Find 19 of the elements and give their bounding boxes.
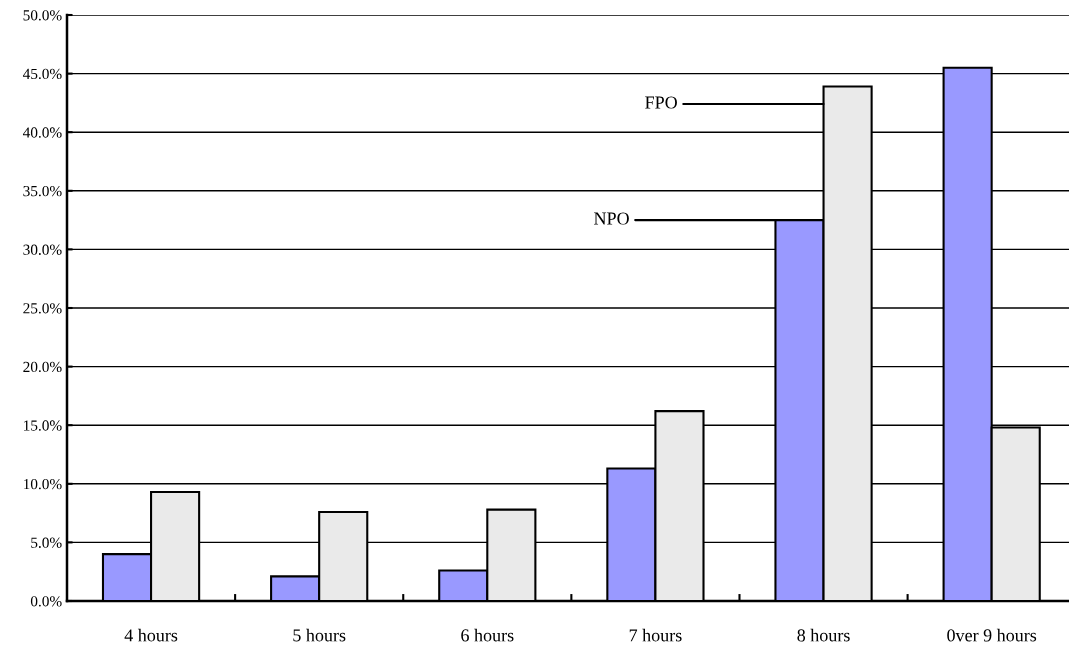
x-tick-label: 8 hours	[797, 628, 850, 642]
y-tick-label: 20.0%	[23, 361, 62, 373]
y-tick-label: 50.0%	[23, 10, 62, 21]
x-tick-label: 5 hours	[293, 628, 346, 642]
y-tick-label: 15.0%	[24, 420, 62, 431]
x-tick-label: 7 hours	[629, 628, 682, 642]
y-tick-label: 40.0%	[22, 127, 62, 138]
x-tick-label: 0ver 9 hours	[947, 628, 1037, 642]
y-tick-label: 0.0%	[30, 596, 62, 607]
y-tick-label: 45.0%	[22, 68, 62, 80]
y-tick-label: 10.0%	[24, 478, 62, 490]
y-tick-label: 5.0%	[31, 537, 62, 548]
text: FPO	[645, 96, 677, 109]
x-tick-label: 4 hours	[124, 628, 178, 642]
text: NPO	[594, 212, 629, 225]
y-tick-label: 25.0%	[23, 303, 62, 314]
y-tick-label: 35.0%	[23, 185, 62, 197]
x-tick-label: 6 hours	[461, 628, 514, 642]
y-tick-label: 30.0%	[23, 244, 62, 255]
